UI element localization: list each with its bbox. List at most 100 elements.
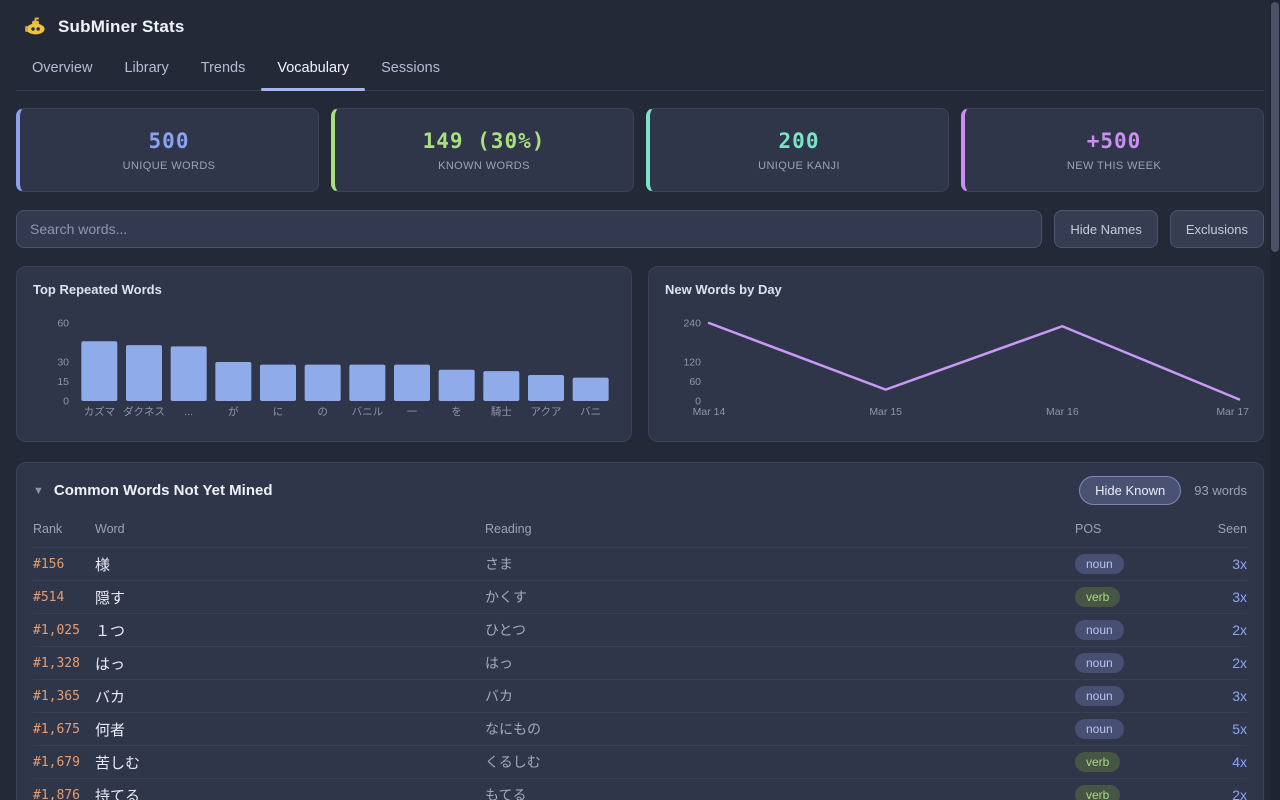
tab-vocabulary[interactable]: Vocabulary [261, 50, 365, 91]
svg-text:60: 60 [57, 318, 69, 330]
word-cell: １つ [95, 613, 485, 647]
seen-cell: 3x [1187, 547, 1247, 581]
svg-text:バニル: バニル [352, 406, 384, 418]
rank-cell: #1,675 [33, 712, 95, 746]
svg-text:Mar 14: Mar 14 [693, 406, 726, 418]
svg-text:0: 0 [63, 396, 69, 408]
tab-bar: Overview Library Trends Vocabulary Sessi… [16, 50, 1264, 91]
pos-cell: noun [1075, 646, 1187, 680]
pos-badge: noun [1075, 686, 1124, 706]
stat-label: KNOWN WORDS [438, 159, 530, 172]
stat-cards: 500 UNIQUE WORDS 149 (30%) KNOWN WORDS 2… [16, 108, 1264, 192]
stat-label: UNIQUE KANJI [758, 159, 840, 172]
reading-cell: くるしむ [485, 745, 1075, 779]
pos-cell: noun [1075, 613, 1187, 647]
scrollbar-track[interactable] [1270, 0, 1280, 800]
word-cell: バカ [95, 679, 485, 713]
exclusions-button[interactable]: Exclusions [1169, 210, 1264, 248]
svg-text:バニ: バニ [580, 406, 601, 418]
pos-cell: noun [1075, 547, 1187, 581]
vocab-table-header-row: Rank Word Reading POS Seen [33, 518, 1247, 548]
table-row[interactable]: #156 様さま noun 3x [33, 547, 1247, 581]
svg-text:120: 120 [683, 357, 701, 369]
svg-text:Mar 15: Mar 15 [869, 406, 902, 418]
pos-badge: noun [1075, 620, 1124, 640]
rank-cell: #1,025 [33, 613, 95, 647]
tab-library[interactable]: Library [124, 60, 169, 76]
hide-names-button[interactable]: Hide Names [1054, 210, 1158, 248]
rank-cell: #1,876 [33, 778, 95, 800]
pos-badge: verb [1075, 752, 1121, 772]
word-cell: 何者 [95, 712, 485, 746]
table-row[interactable]: #1,328 はっ はっ noun 2x [33, 646, 1247, 680]
word-cell: はっ [95, 646, 485, 680]
chart-title: New Words by Day [665, 282, 782, 297]
seen-cell: 3x [1187, 580, 1247, 614]
col-seen: Seen [1187, 518, 1247, 548]
seen-cell: 2x [1187, 778, 1247, 800]
rank-cell: #514 [33, 580, 95, 614]
pos-badge: noun [1075, 554, 1124, 574]
pos-badge: verb [1075, 785, 1121, 800]
stat-card-known-words: 149 (30%) KNOWN WORDS [331, 108, 634, 192]
tab-sessions[interactable]: Sessions [381, 60, 440, 76]
svg-text:ダクネス: ダクネス [123, 405, 165, 418]
svg-text:Mar 16: Mar 16 [1046, 406, 1079, 418]
stat-value: +500 [1086, 128, 1142, 153]
word-cell: 苦しむ [95, 745, 485, 779]
bar-chart-canvas: 0 15 30 60 カズマ ダクネス... が に の バニル 一 を 騎士 アクア バニ [57, 318, 609, 418]
svg-text:に: に [273, 406, 284, 418]
svg-text:30: 30 [57, 357, 69, 369]
tab-overview[interactable]: Overview [32, 60, 93, 76]
reading-cell: バカ [485, 679, 1075, 713]
svg-text:の: の [317, 406, 328, 418]
svg-text:240: 240 [683, 318, 701, 330]
svg-text:15: 15 [57, 376, 69, 388]
reading-cell: はっ [485, 646, 1075, 680]
pos-cell: verb [1075, 745, 1187, 779]
table-title: Common Words Not Yet Mined [53, 482, 273, 499]
table-row[interactable]: #1,675 何者 なにもの noun 5x [33, 712, 1247, 746]
svg-text:一: 一 [407, 406, 418, 418]
hide-known-button[interactable]: Hide Known [1079, 476, 1182, 505]
word-cell: 隠す [95, 580, 485, 614]
svg-text:カズマ: カズマ [84, 405, 116, 418]
word-count-label: 93 words [1194, 483, 1247, 498]
table-row[interactable]: #1,679 苦しむ くるしむ verb 4x [33, 745, 1247, 779]
seen-cell: 2x [1187, 646, 1247, 680]
word-cell: 様 [95, 547, 485, 581]
rank-cell: #1,365 [33, 679, 95, 713]
pos-cell: noun [1075, 679, 1187, 713]
common-words-section: ▼ Common Words Not Yet Mined Hide Known … [16, 462, 1264, 800]
table-row[interactable]: #1,365 バカ バカ noun 3x [33, 679, 1247, 713]
collapse-caret-icon[interactable]: ▼ [33, 484, 44, 497]
rank-cell: #1,328 [33, 646, 95, 680]
table-row[interactable]: #1,025 １つ ひとつ noun 2x [33, 613, 1247, 647]
word-cell: 持てる [95, 778, 485, 800]
scrollbar-thumb[interactable] [1271, 2, 1279, 252]
svg-text:...: ... [184, 406, 193, 418]
seen-cell: 3x [1187, 679, 1247, 713]
chart-title: Top Repeated Words [33, 282, 162, 297]
rank-cell: #1,679 [33, 745, 95, 779]
stat-value: 200 [778, 128, 820, 153]
table-row[interactable]: #514 隠す かくす verb 3x [33, 580, 1247, 614]
tab-trends[interactable]: Trends [200, 60, 246, 76]
table-row[interactable]: #1,876 持てる もてる verb 2x [33, 778, 1247, 800]
col-pos: POS [1075, 518, 1187, 548]
seen-cell: 4x [1187, 745, 1247, 779]
svg-text:アクア: アクア [531, 406, 562, 418]
svg-text:騎士: 騎士 [491, 405, 512, 418]
search-input[interactable] [16, 210, 1043, 248]
table-header: ▼ Common Words Not Yet Mined Hide Known … [33, 476, 1247, 505]
stat-value: 500 [148, 128, 190, 153]
reading-cell: かくす [485, 580, 1075, 614]
submarine-icon [25, 17, 45, 35]
line-chart-canvas: 0 60 120 240 Mar 14 Mar 15 Mar 16 Mar 17 [683, 318, 1249, 419]
svg-text:を: を [451, 406, 462, 418]
seen-cell: 2x [1187, 613, 1247, 647]
stat-card-unique-kanji: 200 UNIQUE KANJI [646, 108, 949, 192]
rank-cell: #156 [33, 547, 95, 581]
stat-label: NEW THIS WEEK [1066, 159, 1162, 172]
